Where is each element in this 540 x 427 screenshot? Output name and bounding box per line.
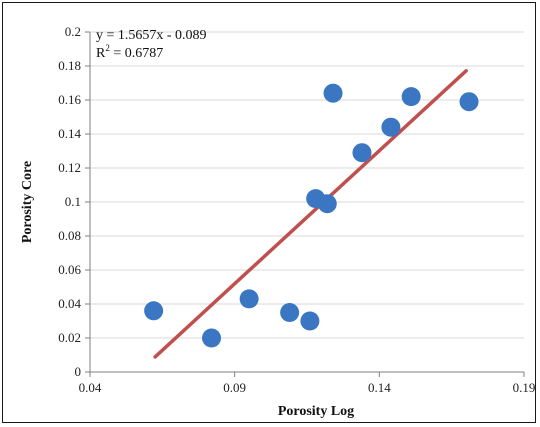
y-tick-label-0.1: 0.1: [65, 194, 81, 209]
y-tick-label-0.18: 0.18: [58, 58, 81, 73]
chart-frame: 0 0.02 0.04 0.06 0.08 0.1 0.12 0.14 0.16 0.18 0.2 …: [2, 2, 536, 423]
r-squared-prefix: R: [96, 46, 106, 61]
x-tick-label-0.04: 0.04: [79, 380, 102, 395]
data-point-5: [300, 311, 320, 331]
y-tick-label-0.12: 0.12: [58, 160, 81, 175]
r-squared-superscript: 2: [105, 43, 110, 53]
y-tick-label-0.06: 0.06: [58, 262, 81, 277]
y-tick-label-0.2: 0.2: [65, 24, 81, 39]
data-point-10: [381, 117, 401, 137]
data-point-9: [352, 143, 372, 163]
data-point-4: [280, 303, 300, 322]
data-point-1: [144, 301, 164, 321]
y-tick-label-0: 0: [75, 364, 82, 379]
trendline-layer: [153, 69, 468, 359]
y-tick-label-0.04: 0.04: [58, 296, 81, 311]
y-tick-label-0.02: 0.02: [58, 330, 81, 345]
data-point-3: [239, 289, 259, 309]
y-tick-labels: 0 0.02 0.04 0.06 0.08 0.1 0.12 0.14 0.16 0.18 0.2: [58, 24, 81, 379]
y-tick-label-0.16: 0.16: [58, 92, 81, 107]
y-tick-label-0.14: 0.14: [58, 126, 81, 141]
trendline: [153, 69, 468, 359]
x-tick-label-0.19: 0.19: [513, 380, 536, 395]
x-tick-labels: 0.04 0.09 0.14 0.19: [79, 380, 536, 395]
data-points: [144, 83, 479, 348]
y-tick-label-0.08: 0.08: [58, 228, 81, 243]
axes: [85, 31, 525, 377]
data-point-11: [401, 87, 421, 107]
scatter-chart: 00.020.040.060.080.10.120.140.160.180.2 …: [20, 24, 536, 419]
data-point-2: [202, 328, 222, 348]
data-point-8: [323, 83, 343, 103]
data-point-12: [459, 92, 479, 112]
r-squared-label: R2 = 0.6787: [96, 43, 163, 61]
y-axis-title: Porosity Core: [20, 161, 35, 243]
x-tick-label-0.09: 0.09: [223, 380, 246, 395]
data-point-7: [317, 194, 337, 214]
x-axis-title: Porosity Log: [278, 404, 354, 419]
trendline-equation: y = 1.5657x - 0.089: [96, 28, 207, 43]
r-squared-value: = 0.6787: [110, 46, 163, 61]
x-tick-label-0.14: 0.14: [368, 380, 391, 395]
